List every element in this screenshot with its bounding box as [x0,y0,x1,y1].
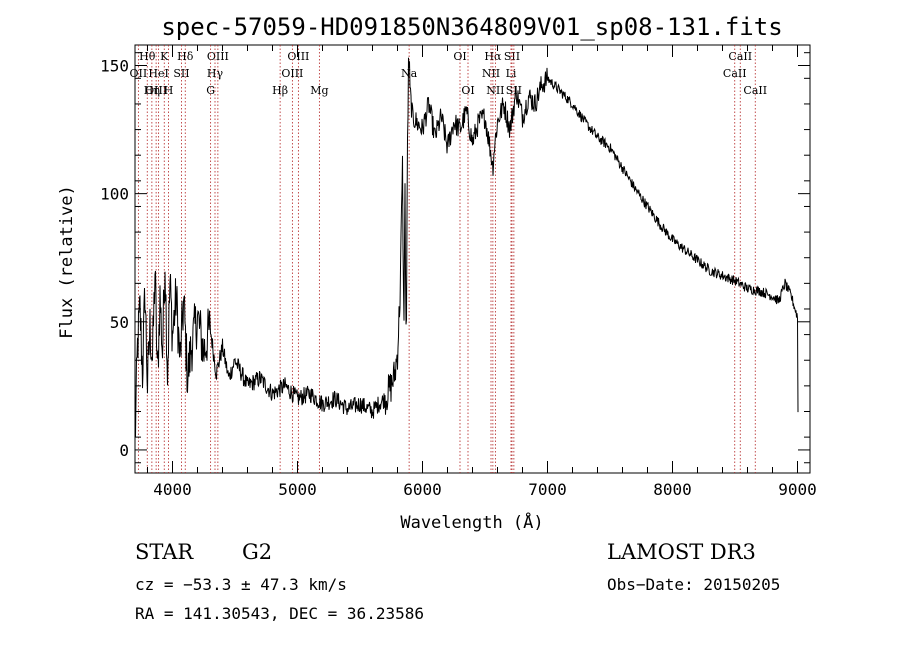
spectral-line-label: OIII [281,67,303,80]
spectral-line-label: Hβ [272,84,288,97]
spectral-line-label: NII [486,84,504,97]
spectral-line-label: SII [173,67,189,80]
spectral-line-label: CaII [743,84,767,97]
x-tick-label: 7000 [528,480,567,499]
spectral-line-label: Hθ [139,50,156,63]
x-tick-label: 5000 [278,480,317,499]
spectral-line-label: OII [130,67,148,80]
y-tick-label: 100 [100,185,129,204]
spectral-line-label: OI [453,50,466,63]
spectral-line-label: SII [504,50,520,63]
spectral-line-label: Hγ [207,67,224,80]
spectrum-curve [134,57,799,438]
spectral-line-label: H [164,84,174,97]
class-label: STAR [135,540,194,564]
spectral-lines-layer: Hθ OII OIII K HeI Hη H Hδ SII OIII Hγ G OIII OIII Hβ Mg… [130,45,767,473]
spectral-line-label: HeI [148,67,168,80]
spectral-line-label: OIII [207,50,229,63]
x-tick-label: 8000 [653,480,692,499]
y-tick-label: 0 [119,441,129,460]
ticks-layer: 4000 5000 6000 7000 8000 9000 0 50 100 150 [100,45,817,499]
survey-label: LAMOST DR3 [607,540,756,564]
spectral-line-label: K [160,50,169,63]
spectral-line-label: OIII [287,50,309,63]
spectral-line-label: SII [506,84,522,97]
coords-text: RA = 141.30543, DEC = 36.23586 [135,604,424,623]
y-tick-label: 50 [110,313,129,332]
chart-title: spec-57059-HD091850N364809V01_sp08-131.f… [161,13,782,41]
spectral-line-label: CaII [728,50,752,63]
plot-frame [134,44,811,474]
spectral-line-label: OIII [145,84,167,97]
obs-date-text: Obs−Date: 20150205 [607,575,780,594]
spectral-line-label: Hδ [177,50,194,63]
x-tick-label: 9000 [778,480,817,499]
redshift-text: cz = −53.3 ± 47.3 km/s [135,575,347,594]
spectral-line-label: Li [506,67,517,80]
x-tick-label: 6000 [403,480,442,499]
spectral-line-label: G [206,84,215,97]
subclass-label: G2 [242,540,272,564]
spectral-line-label: Mg [310,84,328,97]
spectral-line-label: NII [482,67,500,80]
x-axis-label: Wavelength (Å) [400,511,543,533]
y-axis-label: Flux (relative) [57,185,77,339]
spectral-line-label: Hη [144,84,160,97]
spectral-line-label: Hα [484,50,502,63]
x-tick-label: 4000 [153,480,192,499]
spectral-line-label: OI [461,84,474,97]
spectral-line-label: CaII [723,67,747,80]
y-tick-label: 150 [100,57,129,76]
